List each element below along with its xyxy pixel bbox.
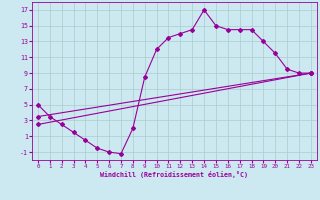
X-axis label: Windchill (Refroidissement éolien,°C): Windchill (Refroidissement éolien,°C) bbox=[100, 171, 248, 178]
